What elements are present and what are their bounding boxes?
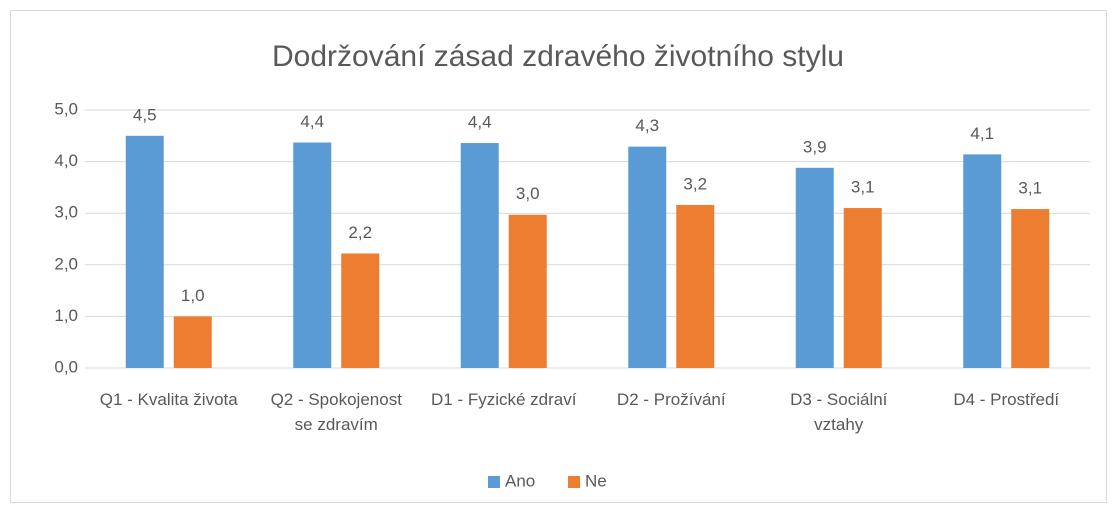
data-label: 3,1 bbox=[1018, 179, 1042, 198]
y-tick-label: 5,0 bbox=[54, 99, 78, 118]
data-label: 3,1 bbox=[851, 178, 875, 197]
bar bbox=[508, 214, 547, 368]
x-tick-label: D2 - Prožívání bbox=[616, 390, 726, 409]
bar bbox=[125, 135, 164, 368]
data-label: 4,4 bbox=[468, 113, 492, 132]
bar bbox=[628, 146, 667, 368]
bar bbox=[173, 316, 212, 368]
bar bbox=[963, 154, 1002, 368]
data-label: 4,1 bbox=[970, 124, 994, 143]
legend-swatch bbox=[568, 476, 580, 488]
bar bbox=[843, 208, 882, 368]
data-label: 3,9 bbox=[803, 137, 827, 156]
chart-title: Dodržování zásad zdravého životního styl… bbox=[272, 40, 844, 73]
bar bbox=[1011, 209, 1050, 368]
data-label: 4,4 bbox=[300, 112, 324, 131]
y-tick-label: 4,0 bbox=[54, 151, 78, 170]
x-tick-label: D4 - Prostředí bbox=[953, 390, 1060, 409]
bar bbox=[293, 142, 332, 368]
bar bbox=[676, 204, 715, 368]
data-label: 3,2 bbox=[683, 174, 707, 193]
y-tick-label: 0,0 bbox=[54, 357, 78, 376]
legend-label: Ne bbox=[585, 471, 607, 490]
x-tick-label: Q1 - Kvalita života bbox=[99, 390, 238, 409]
x-tick-label: D3 - Sociální vztahy bbox=[790, 390, 888, 434]
x-tick-label: D1 - Fyzické zdraví bbox=[431, 390, 577, 409]
data-label: 2,2 bbox=[348, 223, 372, 242]
y-tick-label: 1,0 bbox=[54, 306, 78, 325]
bar bbox=[460, 143, 499, 368]
data-label: 1,0 bbox=[181, 286, 205, 305]
y-tick-label: 2,0 bbox=[54, 254, 78, 273]
y-tick-label: 3,0 bbox=[54, 203, 78, 222]
legend-label: Ano bbox=[505, 471, 535, 490]
chart-frame bbox=[10, 10, 1107, 503]
data-label: 4,3 bbox=[635, 116, 659, 135]
x-tick-label: Q2 - Spokojenost se zdravím bbox=[270, 390, 402, 434]
bar bbox=[795, 167, 834, 368]
bar bbox=[341, 253, 380, 368]
data-label: 4,5 bbox=[133, 105, 157, 124]
data-label: 3,0 bbox=[516, 184, 540, 203]
legend-swatch bbox=[488, 476, 500, 488]
